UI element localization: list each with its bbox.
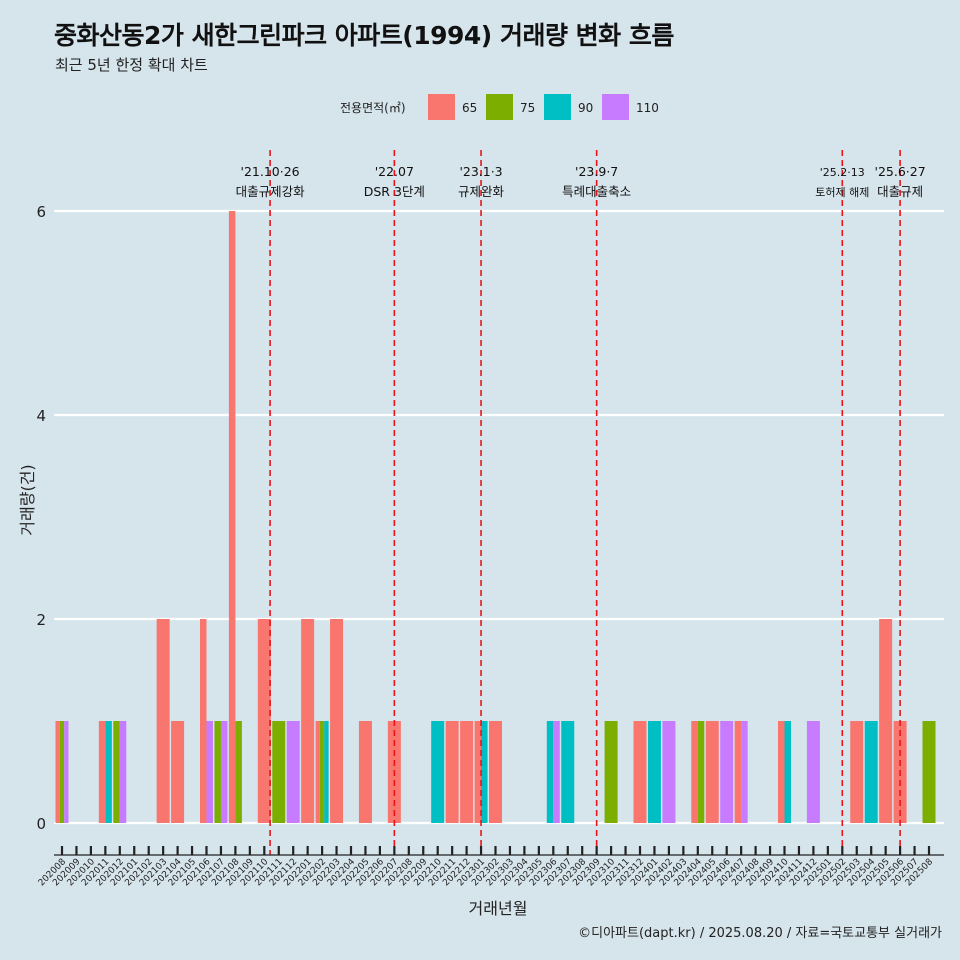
legend-swatch-110 bbox=[602, 94, 629, 120]
event-date: '25.6·27 bbox=[875, 164, 926, 179]
legend-label-90: 90 bbox=[578, 101, 593, 115]
bar-65-202212 bbox=[460, 721, 474, 823]
y-tick-label: 4 bbox=[36, 407, 46, 425]
x-axis: 2020082020092020102020112020122021012021… bbox=[37, 846, 944, 888]
bar-90-202301 bbox=[481, 721, 488, 823]
bar-75-202111 bbox=[272, 721, 286, 823]
event-date: '22.07 bbox=[375, 164, 414, 179]
bar-65-202011 bbox=[98, 721, 106, 823]
event-date: '25.2·13 bbox=[820, 166, 865, 179]
bar-65-202201 bbox=[301, 619, 315, 823]
bar-65-202103 bbox=[156, 619, 170, 823]
bar-75-202508 bbox=[922, 721, 936, 823]
bar-65-202110 bbox=[257, 619, 271, 823]
y-tick-label: 0 bbox=[36, 815, 46, 833]
bar-75-202107 bbox=[214, 721, 221, 823]
y-axis-title: 거래량(건) bbox=[18, 464, 37, 535]
event-label: 특례대출축소 bbox=[562, 184, 631, 199]
bar-65-202203 bbox=[330, 619, 344, 823]
event-markers: '21.10·26 대출규제강화 '22.07 DSR 3단계 '23.1·3 규제완화 '… bbox=[236, 150, 926, 855]
bar-110-202106 bbox=[206, 721, 213, 823]
bar-65-202205 bbox=[358, 721, 372, 823]
bar-65-202503 bbox=[850, 721, 864, 823]
bars bbox=[55, 211, 936, 823]
legend-swatch-65 bbox=[428, 94, 455, 120]
legend-label-75: 75 bbox=[520, 101, 535, 115]
bar-65-202104 bbox=[171, 721, 185, 823]
event-label: 대출규제 bbox=[877, 184, 923, 199]
bar-90-202307 bbox=[561, 721, 575, 823]
event-label: DSR 3단계 bbox=[364, 184, 425, 199]
event-label: 대출규제강화 bbox=[236, 184, 306, 199]
bar-65-202407 bbox=[734, 721, 742, 823]
bar-65-202302 bbox=[489, 721, 502, 823]
bar-65-202211 bbox=[445, 721, 459, 823]
legend: 전용면적(㎡) 65 75 90 110 bbox=[340, 94, 659, 120]
source-caption: ©디아파트(dapt.kr) / 2025.08.20 / 자료=국토교통부 실… bbox=[578, 926, 942, 941]
bar-75-202310 bbox=[604, 721, 618, 823]
bar-90-202011 bbox=[105, 721, 112, 823]
y-axis: 0 2 4 6 bbox=[36, 203, 46, 833]
bar-65-202106 bbox=[200, 619, 207, 823]
bar-110-202407 bbox=[741, 721, 748, 823]
bar-65-202410 bbox=[778, 721, 785, 823]
bar-90-202306 bbox=[546, 721, 554, 823]
bar-75-202404 bbox=[697, 721, 705, 823]
bar-75-202108 bbox=[235, 721, 242, 823]
legend-label-110: 110 bbox=[636, 101, 659, 115]
chart-subtitle: 최근 5년 한정 확대 차트 bbox=[55, 56, 208, 74]
event-date: '23.9·7 bbox=[575, 164, 618, 179]
bar-65-202505 bbox=[879, 619, 893, 823]
bar-65-202405 bbox=[705, 721, 719, 823]
x-axis-title: 거래년월 bbox=[469, 899, 528, 918]
bar-65-202202 bbox=[315, 721, 320, 823]
bar-75-202012 bbox=[113, 721, 120, 823]
event-label: 규제완화 bbox=[458, 184, 505, 199]
legend-title: 전용면적(㎡) bbox=[340, 101, 406, 115]
legend-label-65: 65 bbox=[462, 101, 477, 115]
bar-65-202301 bbox=[474, 721, 482, 823]
bar-90-202504 bbox=[864, 721, 878, 823]
bar-110-202412 bbox=[806, 721, 820, 823]
bar-65-202108 bbox=[228, 211, 236, 823]
bar-65-202312 bbox=[633, 721, 647, 823]
y-tick-label: 2 bbox=[36, 611, 46, 629]
bar-110-202406 bbox=[720, 721, 734, 823]
legend-swatch-75 bbox=[486, 94, 513, 120]
bar-110-202107 bbox=[220, 721, 228, 823]
bar-110-202112 bbox=[286, 721, 300, 823]
bar-110-202012 bbox=[119, 721, 127, 823]
bar-65-202008 bbox=[55, 721, 60, 823]
bar-90-202202 bbox=[324, 721, 329, 823]
bar-90-202410 bbox=[784, 721, 791, 823]
bar-90-202210 bbox=[431, 721, 445, 823]
event-date: '23.1·3 bbox=[459, 164, 502, 179]
bar-90-202401 bbox=[647, 721, 661, 823]
event-date: '21.10·26 bbox=[241, 164, 300, 179]
bar-65-202404 bbox=[691, 721, 698, 823]
bar-110-202008 bbox=[64, 721, 69, 823]
legend-swatch-90 bbox=[544, 94, 571, 120]
bar-110-202306 bbox=[553, 721, 560, 823]
y-tick-label: 6 bbox=[36, 203, 46, 221]
bar-75-202202 bbox=[319, 721, 325, 823]
event-label: 토허제 해제 bbox=[815, 185, 869, 199]
bar-75-202008 bbox=[59, 721, 65, 823]
bar-110-202402 bbox=[662, 721, 676, 823]
chart-title: 중화산동2가 새한그린파크 아파트(1994) 거래량 변화 흐름 bbox=[54, 21, 674, 50]
